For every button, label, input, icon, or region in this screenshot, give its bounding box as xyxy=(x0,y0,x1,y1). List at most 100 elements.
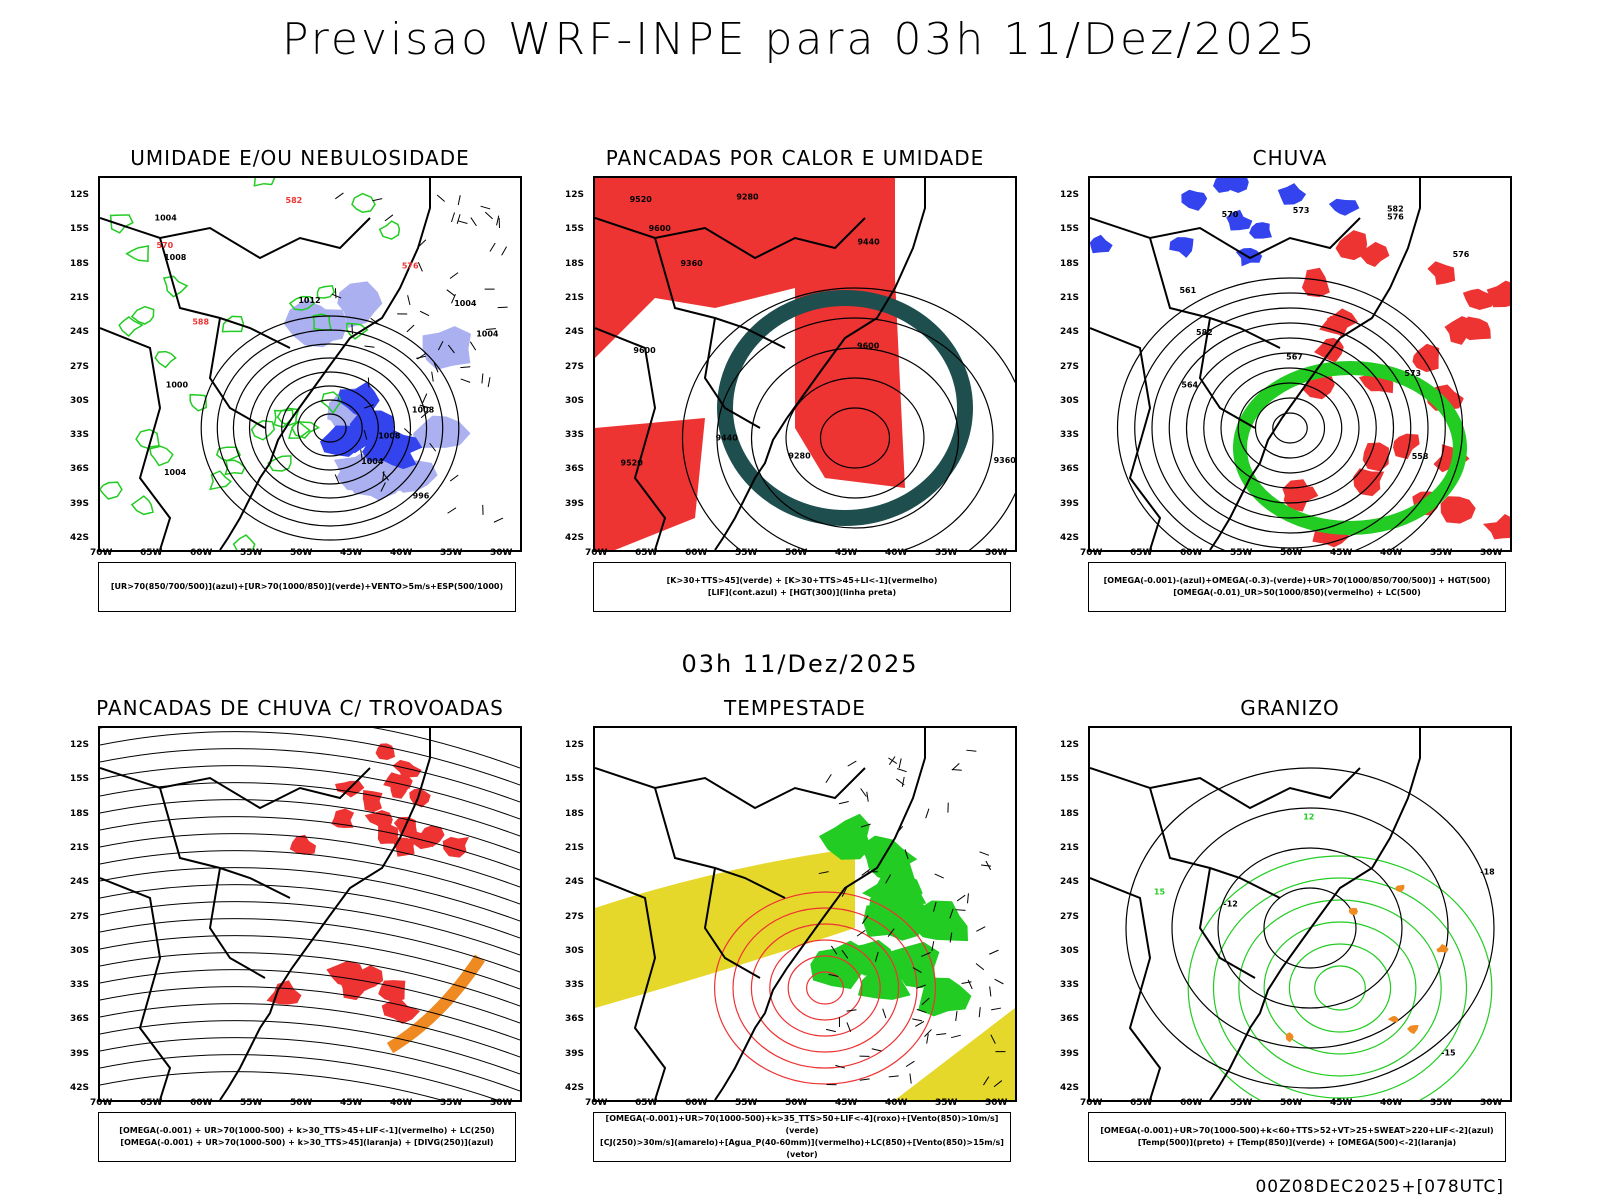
lon-tick-label: 60W xyxy=(190,548,212,558)
wind-vector xyxy=(485,212,492,219)
lon-tick-label: 30W xyxy=(985,548,1007,558)
contour-label: 9600 xyxy=(633,346,656,355)
lat-tick-label: 39S xyxy=(1060,499,1079,509)
wind-vector xyxy=(968,893,969,903)
map-frame[interactable] xyxy=(98,726,522,1102)
map-frame[interactable] xyxy=(593,726,1017,1102)
lon-tick-label: 45W xyxy=(835,548,857,558)
wind-vector xyxy=(450,475,458,481)
contour-label: 1000 xyxy=(166,380,189,389)
humidity-area xyxy=(423,326,471,370)
wind-vector xyxy=(502,247,507,256)
lon-tick-label: 55W xyxy=(735,1098,757,1108)
wind-vector xyxy=(926,809,929,818)
contour-label: 570 xyxy=(1222,210,1239,219)
lat-tick-label: 33S xyxy=(1060,980,1079,990)
map-frame[interactable]: 1012 1008 1004 1004 1004 1004 1008 1000 996 1004 1… xyxy=(98,176,522,552)
wind-vector xyxy=(497,216,499,226)
panel-trovoadas: PANCADAS DE CHUVA C/ TROVOADAS [OMEGA(-0… xyxy=(80,696,520,1166)
wind-vector xyxy=(976,927,985,932)
lat-tick-label: 30S xyxy=(1060,396,1079,406)
wind-vector xyxy=(423,394,427,403)
lon-tick-label: 40W xyxy=(1380,1098,1402,1108)
contour-label: 9440 xyxy=(857,237,880,246)
streamline xyxy=(100,749,520,802)
lon-tick-label: 40W xyxy=(885,1098,907,1108)
lon-tick-label: 55W xyxy=(240,548,262,558)
lon-tick-label: 55W xyxy=(735,548,757,558)
legend-line: [CJ(250)>30m/s](amarelo)+[Agua_P(40-60mm… xyxy=(594,1137,1010,1161)
map-frame[interactable]: -12 -15 -18 12 15 xyxy=(1088,726,1512,1102)
map-canvas: 1012 1008 1004 1004 1004 1004 1008 1000 996 1004 1… xyxy=(100,178,520,550)
wind-vector xyxy=(368,378,369,388)
legend-box: [OMEGA(-0.001) + UR>70(1000-500) + k>30_… xyxy=(98,1112,516,1162)
lat-tick-label: 27S xyxy=(70,362,89,372)
wind-vector xyxy=(935,874,944,878)
lat-tick-label: 42S xyxy=(1060,533,1079,543)
wind-vector xyxy=(889,1076,899,1077)
wind-vector xyxy=(457,214,460,224)
contour-label: 576 xyxy=(1453,250,1470,259)
lat-tick-label: 24S xyxy=(1060,327,1079,337)
map-canvas xyxy=(100,728,520,1100)
lon-tick-label: 65W xyxy=(1130,1098,1152,1108)
wind-vector xyxy=(420,311,429,315)
shaded-area xyxy=(352,194,375,213)
thunder-area xyxy=(382,1000,421,1024)
lon-tick-label: 65W xyxy=(1130,548,1152,558)
lon-tick-label: 50W xyxy=(1280,1098,1302,1108)
lat-tick-label: 24S xyxy=(565,327,584,337)
wind-vector xyxy=(995,979,1004,984)
wind-vector xyxy=(335,288,336,298)
streamline xyxy=(100,766,520,819)
streamline xyxy=(100,1072,520,1100)
contour-label: 1008 xyxy=(378,432,401,441)
lon-tick-label: 60W xyxy=(1180,1098,1202,1108)
lat-tick-label: 42S xyxy=(1060,1083,1079,1093)
lat-tick-label: 27S xyxy=(565,362,584,372)
thunder-area xyxy=(443,837,469,858)
lat-tick-label: 36S xyxy=(1060,1014,1079,1024)
rain-area xyxy=(1249,222,1272,239)
wind-vector xyxy=(471,218,477,226)
contour-label: 588 xyxy=(192,318,209,327)
panel-umidade: UMIDADE E/OU NEBULOSIDADE 1012 1008 1004 10… xyxy=(80,146,520,616)
panel-tempestade: TEMPESTADE [OMEGA(-0.001)+UR>70(1000-500… xyxy=(575,696,1015,1166)
contour-label: 561 xyxy=(1179,286,1196,295)
contour-label: 9600 xyxy=(649,224,672,233)
lon-tick-label: 60W xyxy=(685,548,707,558)
lon-tick-label: 35W xyxy=(935,1098,957,1108)
hail-area xyxy=(1407,1025,1419,1034)
contour-label: 9600 xyxy=(857,341,880,350)
rain-area xyxy=(1169,237,1193,258)
thunder-area xyxy=(378,980,405,1002)
lat-tick-label: 18S xyxy=(70,259,89,269)
lat-tick-label: 36S xyxy=(565,1014,584,1024)
lat-tick-label: 39S xyxy=(1060,1049,1079,1059)
shaded-area xyxy=(380,221,400,239)
lat-tick-label: 30S xyxy=(70,396,89,406)
map-frame[interactable]: 9600 9600 9600 9520 9440 9520 9440 9360 9280 9360… xyxy=(593,176,1017,552)
legend-box: [OMEGA(-0.001)-(azul)+OMEGA(-0.3)-(verde… xyxy=(1088,562,1506,612)
lat-tick-label: 12S xyxy=(70,740,89,750)
map-frame[interactable]: 582 576 573 570 567 564 561 558 573 576 582 xyxy=(1088,176,1512,552)
lon-tick-label: 35W xyxy=(1430,548,1452,558)
wind-vector xyxy=(364,346,374,347)
legend-line: [Temp(500)](preto) + [Temp(850)](verde) … xyxy=(1089,1137,1505,1149)
thunder-area xyxy=(365,810,393,829)
contour-label: 9520 xyxy=(621,459,644,468)
rain-area xyxy=(1302,268,1330,297)
lat-tick-label: 24S xyxy=(70,327,89,337)
lon-tick-label: 65W xyxy=(140,1098,162,1108)
wind-vector xyxy=(498,307,508,308)
lon-tick-label: 50W xyxy=(785,1098,807,1108)
wind-vector xyxy=(910,1074,911,1084)
lat-tick-label: 39S xyxy=(565,499,584,509)
streamline xyxy=(100,1004,520,1057)
lat-tick-label: 30S xyxy=(1060,946,1079,956)
thunder-area xyxy=(331,809,354,829)
wind-vector xyxy=(956,1011,957,1021)
wind-vector xyxy=(451,212,454,222)
panel-chuva: CHUVA 582 576 573 570 567 564 561 558 573 576 582 … xyxy=(1070,146,1510,616)
lat-tick-label: 42S xyxy=(565,533,584,543)
